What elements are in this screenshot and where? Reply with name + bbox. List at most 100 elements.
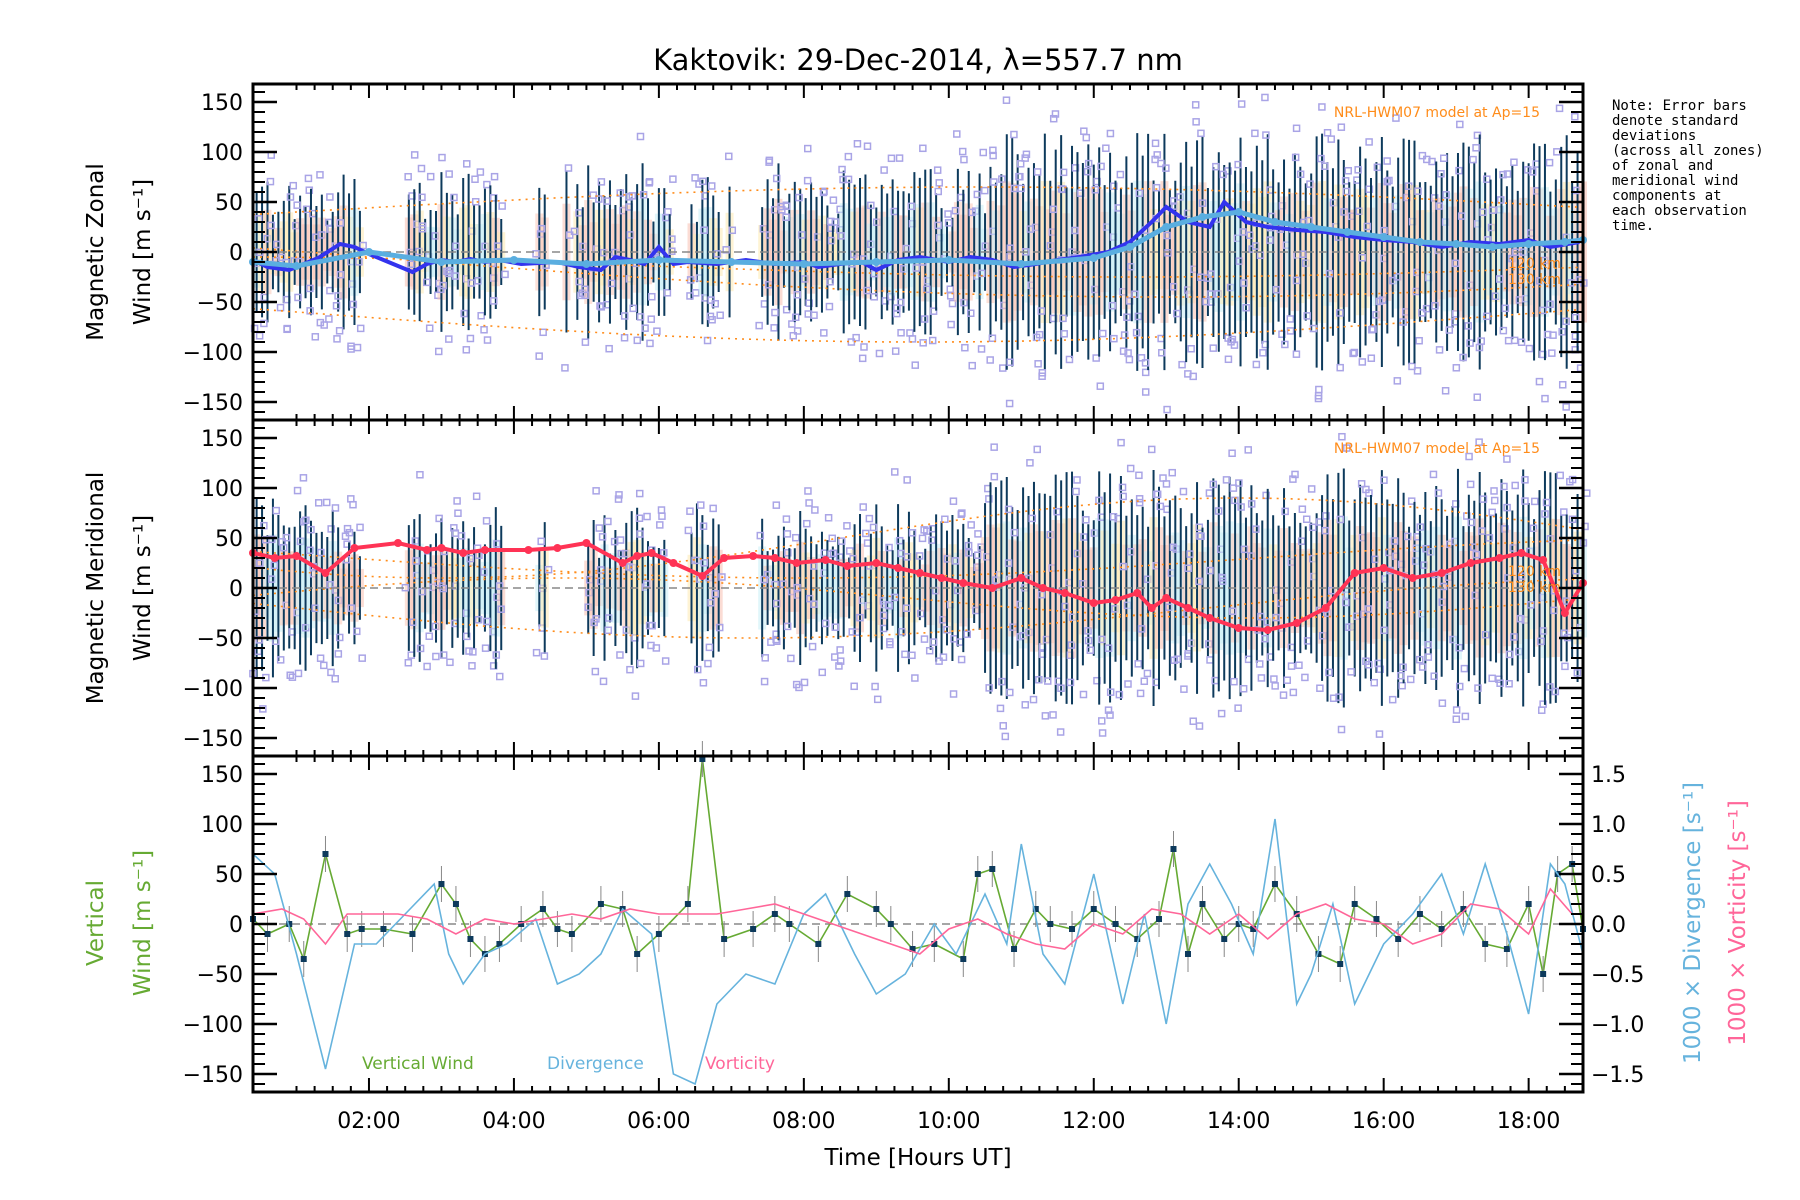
scatter-point	[765, 158, 773, 166]
vertical-wind-point	[409, 931, 416, 937]
series-point	[959, 579, 968, 587]
series-point	[1560, 609, 1569, 617]
scatter-point	[716, 311, 724, 320]
scatter-point	[1556, 471, 1564, 480]
series-point	[727, 258, 736, 266]
vertical-wind-point	[989, 866, 996, 872]
scatter-point	[875, 349, 884, 358]
scatter-point	[268, 535, 276, 544]
scatter-point	[1495, 275, 1504, 283]
scatter-point	[1537, 706, 1546, 714]
scatter-point	[1106, 688, 1115, 696]
scatter-point	[490, 172, 499, 181]
scatter-point	[266, 177, 275, 186]
scatter-point	[347, 604, 356, 612]
scatter-point	[1136, 689, 1145, 698]
scatter-point	[803, 176, 812, 185]
meridional-ylabel-1: Magnetic Meridional	[83, 472, 109, 705]
scatter-point	[957, 510, 966, 518]
scatter-point	[691, 174, 699, 182]
series-point	[1488, 243, 1497, 251]
scatter-point	[700, 559, 709, 567]
scatter-point	[944, 210, 952, 218]
series-point	[292, 262, 301, 270]
scatter-point	[293, 201, 301, 209]
scatter-point	[800, 678, 809, 687]
scatter-point	[1296, 170, 1305, 179]
scatter-point	[1418, 309, 1426, 317]
scatter-point	[598, 533, 607, 541]
scatter-point	[1035, 330, 1044, 339]
scatter-point	[462, 346, 471, 354]
scatter-point	[426, 172, 435, 181]
scatter-point	[657, 506, 666, 514]
series-point	[799, 260, 808, 268]
scatter-point	[404, 172, 412, 181]
scatter-point	[480, 326, 488, 334]
scatter-point	[302, 516, 310, 525]
scatter-point	[1406, 675, 1415, 684]
scatter-point	[445, 170, 453, 178]
y2-tick-label: −1.0	[1591, 1013, 1644, 1038]
series-point	[698, 572, 707, 580]
scatter-point	[1327, 135, 1336, 143]
series-point	[988, 584, 997, 592]
scatter-point	[1551, 687, 1560, 696]
scatter-point	[1135, 471, 1143, 480]
scatter-point	[828, 534, 837, 543]
scatter-point	[968, 208, 977, 217]
scatter-point	[286, 193, 295, 201]
vertical-wind-point	[1134, 936, 1141, 942]
scatter-point	[1141, 368, 1150, 377]
scatter-point	[1490, 496, 1499, 505]
scatter-point	[1388, 695, 1397, 704]
series-point	[1270, 218, 1279, 226]
scatter-point	[1455, 682, 1464, 691]
scatter-point	[493, 242, 502, 250]
series-point	[1234, 208, 1243, 216]
scatter-point	[892, 309, 901, 318]
meridional-model-alt-130: 130 km	[1508, 580, 1561, 596]
scatter-point	[1571, 112, 1579, 121]
scatter-point	[1230, 677, 1238, 686]
scatter-point	[916, 609, 925, 618]
scatter-point	[1217, 709, 1226, 718]
legend-vorticity: Vorticity	[705, 1054, 775, 1074]
scatter-point	[1073, 476, 1081, 484]
scatter-point	[356, 523, 364, 532]
scatter-point	[416, 644, 425, 653]
scatter-point	[819, 188, 828, 197]
series-point	[937, 574, 946, 582]
scatter-point	[532, 648, 541, 657]
scatter-point	[820, 329, 828, 337]
scatter-point	[1281, 507, 1289, 516]
scatter-point	[1214, 507, 1223, 515]
scatter-point	[1147, 445, 1156, 454]
scatter-point	[493, 540, 501, 548]
scatter-point	[639, 190, 648, 199]
scatter-point	[929, 638, 938, 646]
scatter-point	[1535, 377, 1544, 386]
scatter-point	[1110, 182, 1118, 190]
vertical-wind-point	[467, 936, 474, 942]
scatter-point	[903, 476, 911, 484]
scatter-point	[881, 297, 890, 305]
scatter-point	[1084, 627, 1092, 635]
scatter-point	[501, 270, 509, 279]
y-tick-label: −150	[183, 391, 243, 416]
series-point	[669, 559, 678, 567]
scatter-point	[1257, 674, 1266, 682]
vertical-wind-point	[568, 931, 575, 937]
x-tick-label: 02:00	[337, 1109, 400, 1134]
scatter-point	[272, 506, 280, 515]
scatter-point	[1266, 236, 1274, 244]
scatter-point	[918, 534, 927, 543]
series-point	[364, 248, 373, 256]
vorticity-ylabel: 1000 × Vorticity [s⁻¹]	[1725, 800, 1751, 1046]
scatter-point	[1562, 317, 1570, 326]
scatter-point	[1095, 496, 1103, 505]
scatter-point	[853, 140, 862, 148]
y-tick-label: −100	[183, 677, 243, 702]
scatter-point	[604, 517, 612, 526]
scatter-point	[760, 677, 769, 686]
